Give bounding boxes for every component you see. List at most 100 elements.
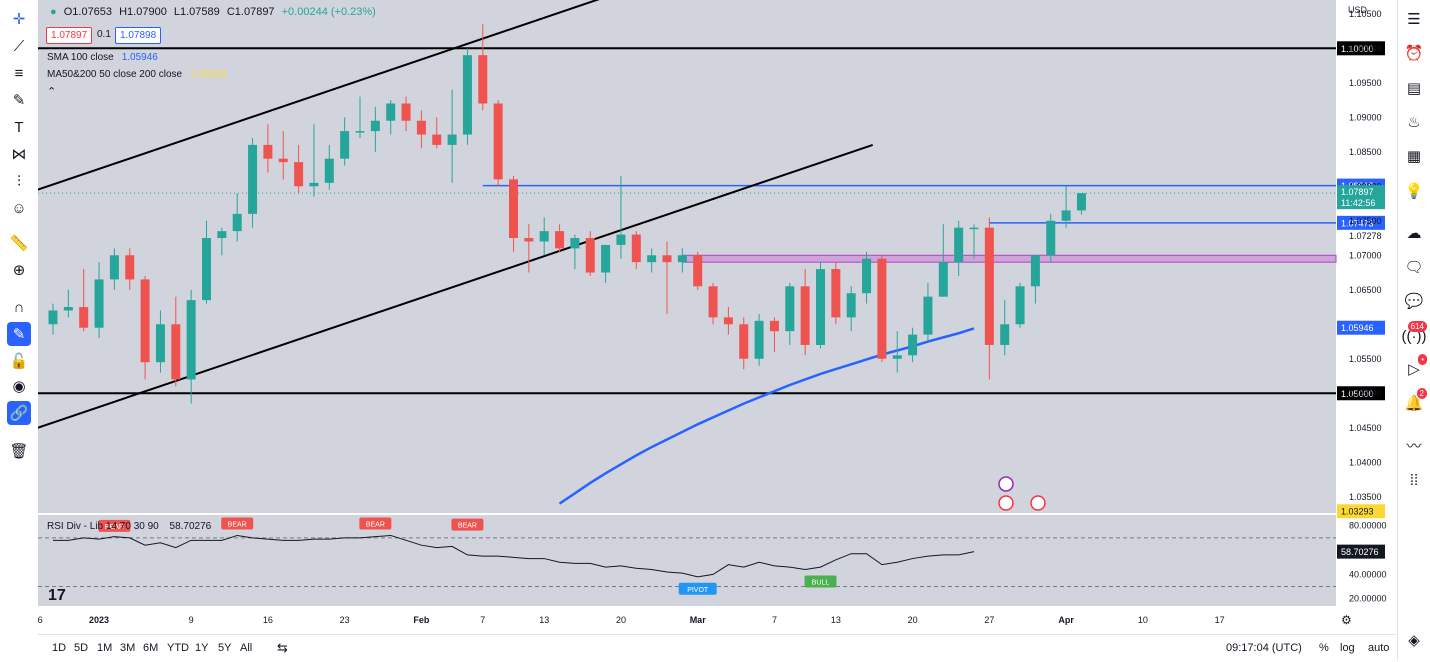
- rsi-signal-badge[interactable]: BEAR: [366, 521, 385, 528]
- candle-body[interactable]: [647, 255, 657, 263]
- lock-drawing-icon[interactable]: ✎: [7, 322, 31, 346]
- fib-icon[interactable]: ≡: [14, 64, 24, 82]
- rsi-line[interactable]: [53, 534, 975, 578]
- percent-toggle[interactable]: %: [1319, 642, 1329, 654]
- timeframe-6m[interactable]: 6M: [143, 642, 159, 654]
- candle-body[interactable]: [386, 103, 396, 121]
- timeframe-5y[interactable]: 5Y: [218, 642, 232, 654]
- candle-body[interactable]: [432, 134, 442, 145]
- time-axis-settings-icon[interactable]: ⚙: [1341, 613, 1352, 627]
- candle-body[interactable]: [938, 262, 948, 297]
- hotlist-icon[interactable]: ♨: [1407, 114, 1421, 131]
- candle-body[interactable]: [155, 324, 165, 363]
- collapse-legend-icon[interactable]: ⌃: [47, 86, 57, 98]
- brush-icon[interactable]: ✎: [12, 92, 26, 109]
- candle-body[interactable]: [186, 300, 196, 380]
- candle-body[interactable]: [493, 103, 503, 180]
- idea-bulb-icon[interactable]: 💡: [1404, 183, 1424, 200]
- messages-icon[interactable]: 💬: [1404, 293, 1424, 310]
- candle-body[interactable]: [570, 238, 580, 249]
- rsi-signal-badge[interactable]: BEAR: [458, 523, 477, 530]
- auto-toggle[interactable]: auto: [1368, 642, 1390, 654]
- candle-body[interactable]: [1046, 220, 1056, 256]
- trash-icon[interactable]: 🗑: [9, 443, 29, 460]
- candle-body[interactable]: [478, 55, 488, 104]
- candle-body[interactable]: [140, 279, 150, 363]
- rsi-signal-badge[interactable]: BEAR: [228, 521, 247, 528]
- sell-price-button[interactable]: 1.07897: [46, 27, 93, 44]
- candle-body[interactable]: [616, 234, 626, 245]
- timeframe-5d[interactable]: 5D: [74, 642, 89, 654]
- candle-body[interactable]: [509, 179, 518, 239]
- sma-legend[interactable]: SMA 100 close 1.05946: [47, 52, 158, 63]
- candle-body[interactable]: [631, 234, 641, 263]
- candle-body[interactable]: [693, 255, 703, 287]
- calendar-icon[interactable]: ▦: [1406, 148, 1422, 165]
- channel-trend-line[interactable]: [38, 0, 627, 191]
- timeframe-all[interactable]: All: [240, 642, 253, 654]
- calendar-range-icon[interactable]: ⇆: [277, 640, 288, 655]
- candle-body[interactable]: [278, 158, 288, 163]
- candle-body[interactable]: [846, 293, 856, 318]
- rsi-legend[interactable]: RSI Div - Lib 14 70 30 90 58.70276: [47, 521, 211, 532]
- candle-body[interactable]: [677, 255, 687, 263]
- candle-body[interactable]: [862, 258, 872, 294]
- us-flag-event-icon[interactable]: [1030, 495, 1046, 511]
- timeframe-1d[interactable]: 1D: [52, 642, 67, 654]
- candle-body[interactable]: [309, 182, 319, 187]
- rsi-signal-badge[interactable]: BEAR: [105, 524, 124, 531]
- notifications-icon[interactable]: ▷ •: [1403, 354, 1427, 380]
- sma-100-line[interactable]: [558, 327, 975, 505]
- chat-icon[interactable]: ☁: [1406, 225, 1422, 242]
- candle-body[interactable]: [1061, 210, 1071, 221]
- candle-body[interactable]: [662, 255, 672, 263]
- candle-body[interactable]: [401, 103, 411, 121]
- candle-body[interactable]: [171, 324, 181, 380]
- candle-body[interactable]: [217, 231, 227, 239]
- candle-body[interactable]: [923, 296, 933, 335]
- candle-body[interactable]: [908, 334, 918, 356]
- candle-body[interactable]: [324, 158, 334, 183]
- buy-price-button[interactable]: 1.07898: [115, 27, 162, 44]
- unlock-icon[interactable]: 🔓: [9, 353, 29, 370]
- candle-body[interactable]: [723, 317, 733, 325]
- ruler-icon[interactable]: 📏: [9, 235, 29, 252]
- candle-body[interactable]: [954, 227, 964, 263]
- candle-body[interactable]: [63, 307, 73, 311]
- candle-body[interactable]: [202, 238, 211, 301]
- log-toggle[interactable]: log: [1340, 642, 1355, 654]
- timeframe-ytd[interactable]: YTD: [167, 642, 189, 654]
- candle-body[interactable]: [539, 231, 549, 242]
- dots-grid-icon[interactable]: ⁞⁞: [1409, 471, 1419, 489]
- ma-legend[interactable]: MA50&200 50 close 200 close 1.03293: [47, 69, 226, 80]
- candle-body[interactable]: [462, 55, 472, 135]
- candle-body[interactable]: [984, 227, 994, 345]
- text-icon[interactable]: T: [14, 118, 24, 136]
- timeframe-1y[interactable]: 1Y: [195, 642, 209, 654]
- candle-body[interactable]: [79, 307, 89, 328]
- candle-body[interactable]: [370, 120, 380, 132]
- candle-body[interactable]: [969, 227, 979, 230]
- watchlist-icon[interactable]: ☰: [1407, 11, 1421, 28]
- prediction-icon[interactable]: ⫶: [17, 172, 21, 190]
- candle-body[interactable]: [739, 324, 749, 359]
- chats-icon[interactable]: 🗨: [1404, 259, 1424, 276]
- timeframe-1m[interactable]: 1M: [97, 642, 113, 654]
- candle-body[interactable]: [555, 231, 565, 249]
- data-window-icon[interactable]: ▤: [1406, 80, 1422, 97]
- candle-body[interactable]: [355, 131, 365, 133]
- streams-icon[interactable]: ((·)) 614: [1401, 321, 1427, 345]
- timeframe-3m[interactable]: 3M: [120, 642, 136, 654]
- candle-body[interactable]: [1015, 286, 1025, 325]
- candle-body[interactable]: [754, 320, 764, 359]
- currency-label[interactable]: USD: [1348, 5, 1368, 15]
- candle-body[interactable]: [601, 244, 611, 273]
- rsi-signal-badge[interactable]: BULL: [812, 580, 830, 587]
- us-flag-event-icon[interactable]: [998, 495, 1014, 511]
- crosshair-icon[interactable]: ✛: [12, 11, 26, 28]
- candle-body[interactable]: [340, 131, 350, 159]
- rsi-signal-badge[interactable]: PIVOT: [687, 587, 709, 594]
- support-zone[interactable]: [681, 254, 1337, 263]
- flash-event-icon[interactable]: [998, 476, 1014, 492]
